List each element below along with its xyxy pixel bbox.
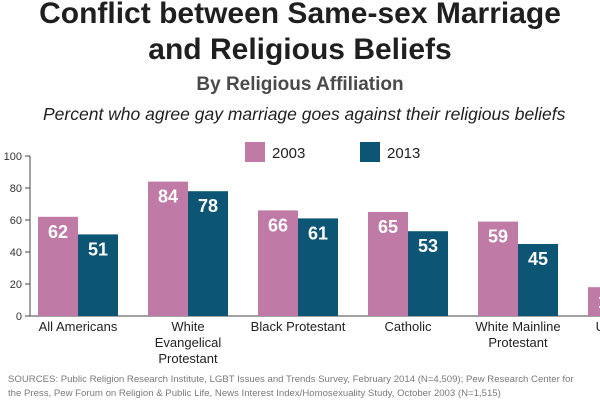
- chart-subtitle: By Religious Affiliation: [196, 74, 404, 95]
- x-category-label: Protestant: [158, 351, 218, 366]
- data-label: 65: [378, 217, 398, 237]
- data-label: 45: [528, 249, 548, 269]
- y-tick-label: 20: [10, 279, 22, 291]
- y-tick-label: 100: [4, 151, 22, 163]
- x-category-label: Catholic: [385, 319, 432, 334]
- y-tick-label: 80: [10, 183, 22, 195]
- x-category-label: White Mainline: [475, 319, 560, 334]
- x-category-label: Black Protestant: [251, 319, 346, 334]
- bar-chart: 0 20 40 60 80 100 62 51 All Americans 84 78 WhiteEv…: [4, 142, 600, 366]
- legend-label: 2003: [272, 145, 305, 162]
- chart-description: Percent who agree gay marriage goes agai…: [43, 104, 566, 124]
- x-category-label: White: [171, 319, 204, 334]
- bar-2013: [408, 231, 448, 316]
- bar-2003: [368, 212, 408, 316]
- legend-label: 2013: [387, 145, 420, 162]
- data-label: 66: [268, 215, 288, 235]
- bar-2003: [478, 221, 518, 316]
- data-label: 78: [198, 196, 218, 216]
- data-label: 62: [48, 222, 68, 242]
- data-label: 84: [158, 187, 178, 207]
- data-label: 53: [418, 236, 438, 256]
- legend-swatch-2013: [360, 142, 380, 162]
- sources-note: SOURCES: Public Religion Research Instit…: [8, 373, 600, 401]
- y-tick-label: 60: [10, 215, 22, 227]
- data-label: 51: [88, 239, 108, 259]
- bar-2003: [258, 210, 298, 316]
- sources-line-1: SOURCES: Public Religion Research Instit…: [8, 374, 574, 385]
- sources-line-2: the Press, Pew Forum on Religion & Publi…: [8, 388, 501, 399]
- data-label: 61: [308, 223, 328, 243]
- x-category-label: Unaffiliated: [596, 319, 600, 334]
- chart-title-line-1: Conflict between Same-sex Marriage: [39, 0, 561, 30]
- data-label: 59: [488, 227, 508, 247]
- chart-title: Conflict between Same-sex Marriage and R…: [0, 0, 600, 68]
- data-label: 18: [598, 292, 600, 312]
- bar-2013: [298, 218, 338, 316]
- bar-2003: [38, 216, 78, 316]
- bar-2003: [588, 287, 600, 316]
- y-tick-label: 40: [10, 247, 22, 259]
- bar-2013: [78, 234, 118, 316]
- x-category-label: All Americans: [39, 319, 118, 334]
- x-category-label: Evangelical: [155, 335, 222, 350]
- bar-2013: [188, 191, 228, 316]
- chart-title-line-2: and Religious Beliefs: [148, 33, 452, 66]
- bar-2003: [148, 181, 188, 316]
- y-tick-label: 0: [16, 311, 22, 323]
- bar-2013: [518, 244, 558, 316]
- legend-swatch-2003: [245, 142, 265, 162]
- x-category-label: Protestant: [488, 335, 548, 350]
